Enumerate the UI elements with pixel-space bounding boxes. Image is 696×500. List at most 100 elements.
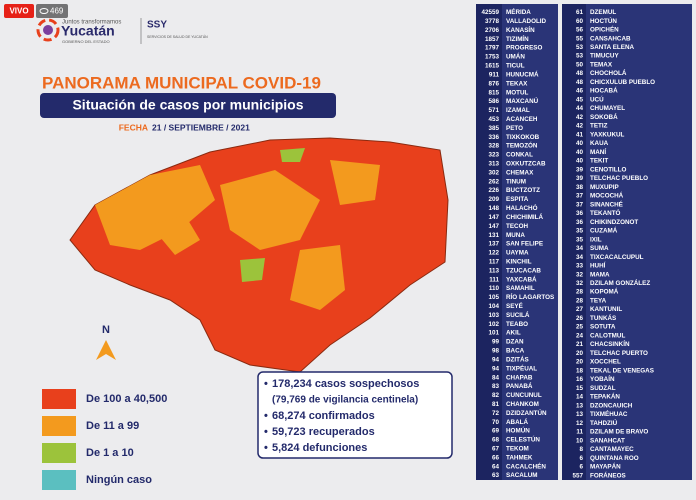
municipality-name: TEABO — [506, 321, 528, 328]
case-count: 102 — [488, 321, 499, 328]
case-count: 60 — [576, 18, 584, 25]
municipality-name: TEKIT — [590, 158, 608, 165]
state-logo — [36, 18, 60, 42]
municipality-name: AKIL — [506, 330, 521, 337]
case-count: 3778 — [485, 18, 500, 25]
municipality-name: TZUCACAB — [506, 267, 541, 274]
count-column-right — [562, 4, 586, 480]
case-count: 35 — [576, 228, 584, 235]
government: GOBIERNO DEL ESTADO — [62, 39, 110, 44]
municipality-name: FORÁNEOS — [590, 470, 626, 479]
case-count: 103 — [488, 312, 499, 319]
municipality-name: MÉRIDA — [506, 7, 531, 16]
municipality-name: HUHÍ — [590, 261, 606, 270]
case-count: 68 — [492, 437, 500, 444]
case-count: 226 — [488, 187, 499, 194]
case-count: 1753 — [485, 54, 500, 61]
case-count: 557 — [572, 472, 583, 479]
case-count: 24 — [576, 332, 584, 339]
municipality-name: TICUL — [506, 63, 525, 70]
case-count: 35 — [576, 236, 584, 243]
case-count: 117 — [489, 258, 500, 265]
municipality-name: CHUMAYEL — [590, 105, 625, 112]
case-count: 67 — [492, 446, 500, 453]
viewer-badge — [36, 4, 68, 18]
case-count: 94 — [492, 365, 500, 372]
municipality-name: SUMA — [590, 245, 609, 252]
case-count: 328 — [488, 143, 499, 150]
case-count: 13 — [576, 402, 584, 409]
case-count: 122 — [488, 250, 499, 257]
municipality-name: YAXKUKUL — [590, 131, 625, 138]
case-count: 64 — [492, 463, 500, 470]
municipality-name: CANTAMAYEC — [590, 446, 634, 453]
case-count: 137 — [488, 241, 499, 248]
case-count: 1615 — [485, 63, 500, 70]
municipality-name: CUNCUNUL — [506, 392, 542, 399]
municipality-name: CELESTÚN — [506, 435, 540, 444]
case-count: 66 — [492, 454, 500, 461]
subtitle: Situación de casos por municipios — [72, 97, 303, 113]
municipality-name: DZAN — [506, 339, 524, 346]
compass-label: N — [102, 324, 110, 336]
municipality-name: TEKAL DE VENEGAS — [590, 367, 654, 374]
case-count: 40 — [576, 149, 584, 156]
municipality-name: TIZIMÍN — [506, 34, 529, 43]
municipality-name: TEMAX — [590, 61, 613, 68]
case-count: 25 — [576, 324, 584, 331]
case-count: 50 — [576, 61, 584, 68]
case-count: 105 — [488, 294, 499, 301]
case-count: 27 — [576, 306, 584, 313]
case-count: 323 — [488, 152, 499, 159]
subtitle-bar — [40, 93, 336, 118]
municipality-name: CHIKINDZONOT — [590, 219, 638, 226]
municipality-name: TECOH — [506, 223, 528, 230]
municipality-name: TELCHAC PUEBLO — [590, 175, 648, 182]
case-count: 16 — [576, 376, 584, 383]
case-count: 147 — [488, 214, 499, 221]
legend-label: De 1 a 10 — [86, 447, 134, 459]
case-count: 37 — [576, 201, 584, 208]
case-count: 6 — [579, 455, 583, 462]
municipality-name: IXIL — [590, 236, 602, 243]
viewer-count: 469 — [50, 7, 64, 16]
municipality-name: TAHMEK — [506, 454, 533, 461]
date-label: FECHA — [119, 122, 148, 132]
municipality-name: PANABÁ — [506, 381, 533, 390]
case-count: 101 — [488, 330, 499, 337]
municipality-name: SINANCHÉ — [590, 199, 623, 208]
case-count: 876 — [488, 80, 499, 87]
case-count: 571 — [488, 107, 499, 114]
legend-swatch — [42, 470, 76, 490]
summary-line: 178,234 casos sospechosos — [272, 378, 419, 390]
case-count: 63 — [492, 472, 500, 479]
case-count: 53 — [576, 44, 584, 51]
municipality-name: SAN FELIPE — [506, 241, 543, 248]
municipality-name: TELCHAC PUERTO — [590, 350, 648, 357]
municipality-name: TEKAX — [506, 80, 528, 87]
municipality-name: TIXMÉHUAC — [590, 409, 628, 418]
municipality-name: TEKANTÓ — [590, 208, 621, 217]
case-count: 81 — [492, 401, 500, 408]
case-count: 453 — [488, 116, 499, 123]
case-count: 131 — [488, 232, 499, 239]
municipality-name: PROGRESO — [506, 45, 542, 52]
municipality-name: TUNKÁS — [590, 313, 616, 322]
municipality-name: CACALCHÉN — [506, 461, 546, 470]
municipality-name: SACALUM — [506, 472, 537, 479]
municipality-name: CHACSINKÍN — [590, 339, 630, 348]
date: 21 / SEPTIEMBRE / 2021 — [152, 122, 250, 132]
case-count: 61 — [576, 9, 584, 16]
case-count: 44 — [576, 105, 584, 112]
case-count: 2706 — [485, 27, 500, 34]
case-count: 38 — [576, 184, 584, 191]
municipality-name: CALOTMUL — [590, 332, 625, 339]
municipality-name: MANÍ — [590, 147, 606, 156]
case-count: 313 — [488, 161, 499, 168]
municipality-name: CHEMAX — [506, 169, 534, 176]
case-count: 84 — [492, 374, 500, 381]
case-count: 42 — [576, 123, 584, 130]
municipality-name: TIXKOKOB — [506, 134, 540, 141]
case-count: 10 — [576, 437, 584, 444]
